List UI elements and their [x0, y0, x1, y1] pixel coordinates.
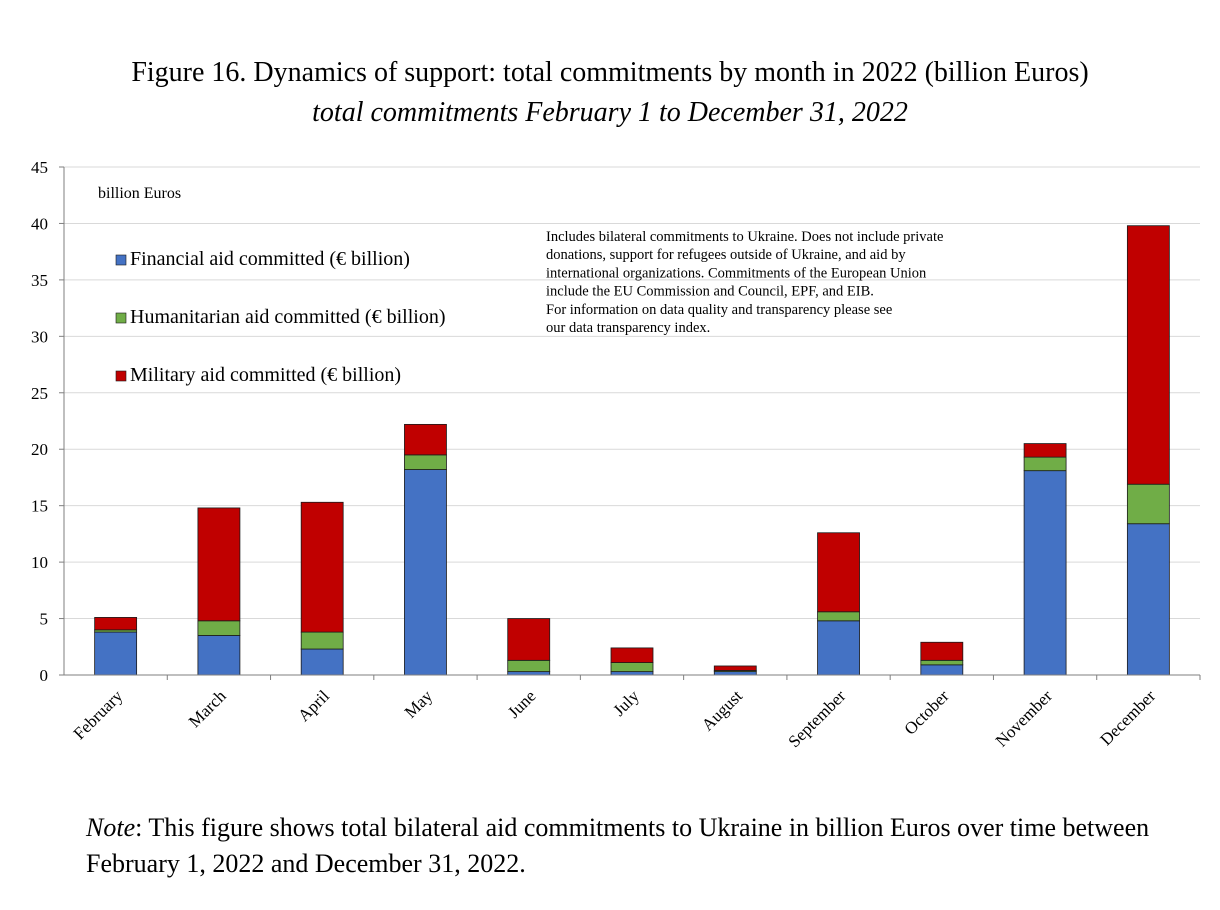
unit-label: billion Euros: [98, 185, 181, 202]
legend-label: Humanitarian aid committed (€ billion): [130, 306, 445, 328]
humanitarian-aid-bar: [507, 659, 551, 673]
financial-aid-bar: [1126, 523, 1170, 676]
x-tick-label: April: [294, 686, 333, 725]
axes: [59, 166, 1201, 680]
x-tick-label: August: [698, 686, 746, 734]
x-tick-label: July: [609, 686, 643, 720]
humanitarian-aid-bar: [610, 662, 654, 673]
figure-subtitle: total commitments February 1 to December…: [312, 97, 908, 128]
annotation-line: include the EU Commission and Council, E…: [546, 284, 874, 300]
humanitarian-aid-bar: [404, 454, 447, 470]
legend: Financial aid committed (€ billion) Human…: [115, 248, 445, 386]
financial-aid-bar: [300, 648, 344, 676]
legend-swatch-military-aid: [115, 370, 127, 382]
note-text: : This figure shows total bilateral aid …: [86, 813, 1150, 878]
x-tick-label: October: [900, 686, 952, 738]
military-aid-bar: [817, 532, 860, 613]
x-tick-label: March: [185, 686, 230, 731]
humanitarian-aid-bar: [1126, 483, 1170, 525]
military-aid-bar: [300, 501, 344, 633]
figure-note: Note: This figure shows total bilateral …: [86, 810, 1196, 882]
y-tick-label: 0: [40, 666, 49, 685]
legend-swatch-humanitarian-aid: [115, 312, 127, 324]
military-aid-bar: [713, 665, 757, 671]
financial-aid-bar: [197, 635, 241, 676]
financial-aid-bar: [713, 671, 757, 676]
x-tick-label: November: [992, 686, 1056, 750]
note-label: Note: [86, 813, 136, 842]
annotation: Includes bilateral commitments to Ukrain…: [546, 229, 943, 336]
humanitarian-aid-bar: [197, 620, 241, 636]
financial-aid-bar: [94, 631, 138, 676]
military-aid-bar: [404, 423, 447, 456]
y-tick-label: 25: [31, 384, 48, 403]
military-aid-bar: [610, 647, 654, 663]
military-aid-bar: [197, 507, 241, 622]
y-tick-label: 5: [40, 610, 49, 629]
stacked-bar-chart: 0 5 10 15 20 25 30 35 40 45 February March April May J…: [31, 158, 1201, 751]
financial-aid-bar: [507, 671, 551, 676]
annotation-line: For information on data quality and tran…: [546, 302, 892, 318]
legend-swatch-financial-aid: [115, 254, 127, 266]
financial-aid-bar: [610, 671, 654, 676]
annotation-line: international organizations. Commitments…: [546, 265, 927, 281]
humanitarian-aid-bar: [1023, 456, 1067, 472]
humanitarian-aid-bar: [300, 631, 344, 650]
financial-aid-bar: [920, 664, 964, 676]
legend-label: Military aid committed (€ billion): [130, 364, 401, 386]
bars: [94, 225, 1170, 676]
military-aid-bar: [1023, 443, 1067, 458]
y-tick-label: 15: [31, 497, 48, 516]
military-aid-bar: [507, 618, 551, 661]
annotation-line: our data transparency index.: [546, 320, 710, 336]
x-tick-label: May: [401, 686, 437, 722]
y-tick-label: 40: [31, 214, 48, 233]
y-tick-label: 10: [31, 553, 48, 572]
x-tick-label: June: [504, 686, 539, 721]
y-tick-label: 45: [31, 158, 48, 177]
figure-title: Figure 16. Dynamics of support: total co…: [131, 57, 1089, 88]
y-tick-label: 20: [31, 440, 48, 459]
legend-label: Financial aid committed (€ billion): [130, 248, 410, 270]
humanitarian-aid-bar: [920, 659, 964, 666]
gridlines: [64, 166, 1200, 620]
x-tick-label: February: [70, 686, 127, 743]
military-aid-bar: [1126, 225, 1170, 485]
x-tick-label: September: [785, 686, 850, 751]
y-tick-label: 35: [31, 271, 48, 290]
annotation-line: donations, support for refugees outside …: [546, 247, 906, 263]
x-tick-label: December: [1096, 686, 1159, 749]
humanitarian-aid-bar: [817, 611, 860, 622]
y-tick-label: 30: [31, 327, 48, 346]
financial-aid-bar: [817, 620, 860, 676]
financial-aid-bar: [404, 469, 447, 676]
military-aid-bar: [920, 641, 964, 661]
financial-aid-bar: [1023, 470, 1067, 676]
annotation-line: Includes bilateral commitments to Ukrain…: [546, 229, 943, 245]
military-aid-bar: [94, 617, 138, 631]
